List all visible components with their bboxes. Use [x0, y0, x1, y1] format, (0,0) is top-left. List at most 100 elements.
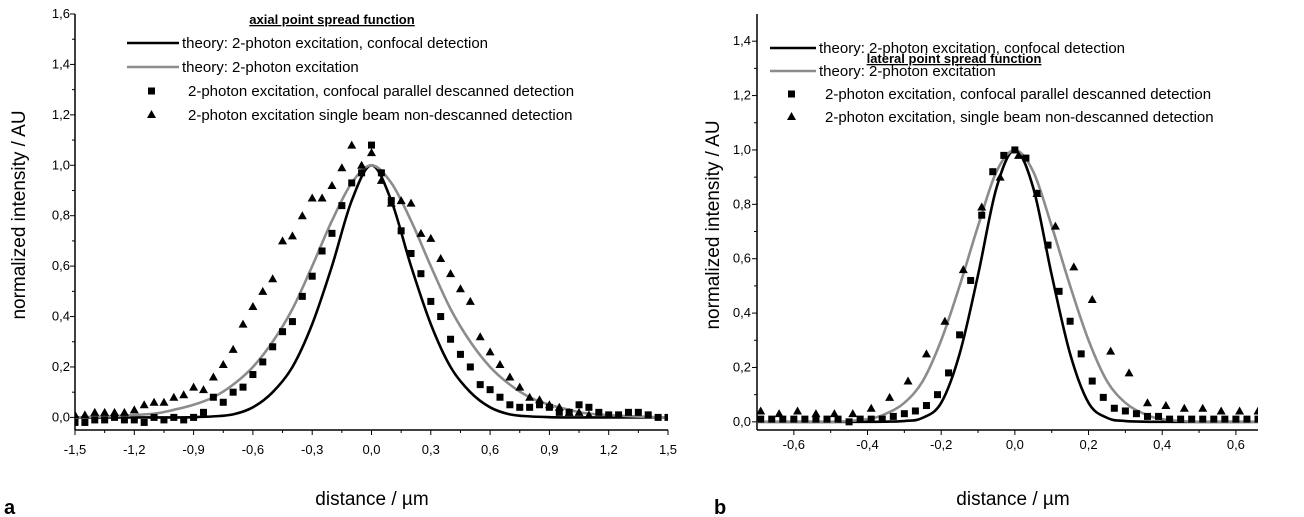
data-point-triangle	[811, 409, 821, 418]
x-tick-label: -0,6	[783, 437, 805, 452]
data-point-triangle	[757, 406, 766, 415]
data-point-square	[358, 169, 366, 177]
data-point-triangle	[564, 407, 574, 416]
data-point-triangle	[574, 407, 584, 416]
data-point-square	[91, 416, 99, 424]
data-point-triangle	[940, 316, 950, 325]
data-point-triangle	[584, 410, 594, 419]
x-tick-label: 0,0	[1006, 437, 1024, 452]
data-point-triangle	[1069, 262, 1079, 271]
x-tick-label: 0,3	[422, 442, 440, 457]
legend-label: 2-photon excitation, confocal parallel d…	[188, 83, 574, 100]
data-point-square	[1188, 415, 1196, 423]
data-point-triangle	[921, 349, 931, 358]
x-tick-label: -0,9	[182, 442, 204, 457]
legend-label: theory: 2-photon excitation, confocal de…	[182, 35, 488, 52]
legend-item: theory: 2-photon excitation	[127, 59, 359, 76]
data-point-triangle	[189, 382, 199, 391]
data-point-square	[466, 363, 474, 371]
data-point-triangle	[436, 254, 446, 263]
data-point-triangle	[317, 193, 327, 202]
y-tick-label: 1,2	[52, 107, 70, 122]
data-point-triangle	[544, 400, 554, 409]
x-tick-label: 0,6	[1227, 437, 1245, 452]
data-point-triangle	[535, 395, 545, 404]
data-point-square	[1243, 415, 1251, 423]
data-point-square	[956, 331, 964, 339]
data-point-square	[801, 415, 809, 423]
data-point-triangle	[258, 286, 268, 295]
data-point-square	[239, 383, 247, 391]
data-point-square	[229, 388, 237, 396]
data-point-square	[1022, 154, 1030, 162]
data-point-triangle	[416, 228, 426, 237]
data-point-triangle	[515, 382, 525, 391]
legend-item: theory: 2-photon excitation, confocal de…	[770, 40, 1125, 57]
data-point-triangle	[1179, 403, 1189, 412]
data-point-square	[790, 415, 798, 423]
data-point-triangle	[446, 269, 456, 278]
data-point-triangle	[80, 410, 90, 419]
data-point-triangle	[139, 400, 149, 409]
data-point-triangle	[1124, 368, 1134, 377]
data-point-square	[878, 415, 886, 423]
x-axis-label: distance / µm	[956, 489, 1069, 510]
data-point-square	[75, 418, 79, 426]
data-point-triangle	[1142, 398, 1152, 407]
x-tick-label: -0,4	[856, 437, 878, 452]
data-point-triangle	[1235, 406, 1245, 415]
data-point-square	[615, 411, 623, 419]
data-point-triangle	[347, 140, 357, 149]
legend-square-marker	[788, 90, 795, 98]
data-point-square	[496, 393, 504, 401]
y-tick-label: 1,0	[733, 142, 751, 157]
data-point-triangle	[100, 407, 110, 416]
data-point-triangle	[1216, 406, 1226, 415]
x-tick-label: 0,2	[1080, 437, 1098, 452]
data-point-square	[1055, 287, 1063, 295]
legend-label: theory: 2-photon excitation	[182, 59, 359, 76]
data-point-triangle	[75, 410, 80, 419]
legend-item: theory: 2-photon excitation	[770, 63, 996, 80]
data-point-triangle	[278, 236, 288, 245]
data-point-triangle	[129, 405, 139, 414]
data-point-triangle	[110, 407, 120, 416]
data-point-square	[209, 393, 217, 401]
data-point-square	[506, 401, 514, 409]
data-point-triangle	[179, 390, 189, 399]
data-point-square	[1155, 412, 1163, 420]
data-point-square	[269, 343, 277, 351]
data-point-triangle	[248, 301, 258, 310]
data-point-square	[757, 415, 765, 423]
data-point-square	[1121, 407, 1129, 415]
data-point-square	[447, 335, 455, 343]
data-point-triangle	[357, 160, 367, 169]
data-point-square	[476, 381, 484, 389]
x-axis-label: distance / µm	[315, 489, 428, 510]
data-point-square	[1132, 410, 1140, 418]
data-point-triangle	[1087, 294, 1097, 303]
data-point-square	[407, 250, 415, 258]
data-point-triangle	[327, 180, 337, 189]
data-point-square	[150, 413, 158, 421]
data-point-square	[654, 413, 662, 421]
legend-triangle-marker	[787, 112, 796, 120]
data-point-triangle	[1198, 403, 1208, 412]
panel-a-axial-psf: -1,5 -1,2 -0,9 -0,6 -0,3 0,0 0,3 0,6 0,9 1,2 1,5 0,…	[4, 6, 677, 517]
y-axis-label: normalized intensity / AU	[703, 120, 724, 329]
x-tick-label: 0,9	[540, 442, 558, 457]
data-point-square	[328, 229, 336, 237]
data-point-triangle	[208, 372, 218, 381]
data-point-square	[308, 272, 316, 280]
data-point-square	[249, 371, 257, 379]
legend-item: 2-photon excitation, single beam non-des…	[787, 109, 1214, 126]
data-point-square	[259, 358, 267, 366]
data-point-square	[427, 297, 435, 305]
data-point-triangle	[396, 196, 406, 205]
data-point-square	[867, 415, 875, 423]
data-point-square	[219, 398, 227, 406]
data-point-triangle	[554, 402, 564, 411]
data-point-square	[889, 412, 897, 420]
data-point-square	[1221, 415, 1229, 423]
